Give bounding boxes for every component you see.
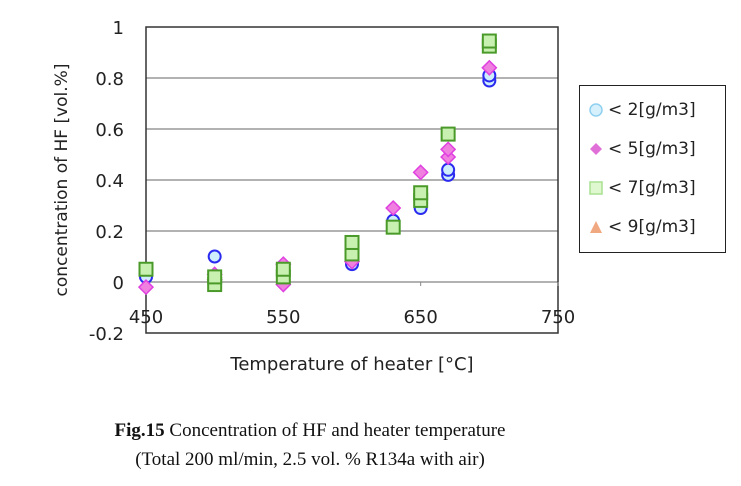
y-axis-label: concentration of HF [vol.%] bbox=[52, 64, 72, 297]
figure-caption: Fig.15 Concentration of HF and heater te… bbox=[0, 420, 620, 442]
y-tick-label: 0 bbox=[113, 273, 124, 294]
diamond-marker-icon bbox=[590, 143, 602, 155]
legend-item-lt9: < 9[g/m3] bbox=[588, 217, 696, 237]
legend-label: < 5[g/m3] bbox=[608, 139, 696, 159]
data-point-square bbox=[413, 185, 429, 201]
triangle-marker-icon bbox=[590, 221, 602, 233]
scatter-chart: -0.2 0 0.2 0.4 0.6 0.8 1 450 550 650 750 Temperatur… bbox=[52, 18, 575, 375]
figure-caption-line2: (Total 200 ml/min, 2.5 vol. % R134a with… bbox=[135, 449, 485, 470]
data-point-circle bbox=[207, 249, 222, 264]
data-point-diamond bbox=[481, 59, 498, 76]
legend-item-lt2: < 2[g/m3] bbox=[588, 100, 696, 120]
x-tick-label: 450 bbox=[129, 307, 163, 328]
data-point-diamond bbox=[385, 199, 402, 217]
x-tick-label: 750 bbox=[541, 307, 575, 328]
figure-label: Fig.15 bbox=[114, 420, 165, 441]
legend-label: < 2[g/m3] bbox=[608, 100, 696, 120]
figure-title: Concentration of HF and heater temperatu… bbox=[164, 420, 506, 441]
square-marker-icon bbox=[589, 181, 603, 195]
data-point-square bbox=[440, 126, 456, 142]
data-point-square bbox=[138, 261, 154, 277]
y-tick-label: -0.2 bbox=[89, 324, 124, 345]
plot-area bbox=[145, 26, 559, 334]
legend-item-lt7: < 7[g/m3] bbox=[588, 178, 696, 198]
data-point-square bbox=[385, 219, 401, 235]
x-axis-label: Temperature of heater [°C] bbox=[229, 354, 473, 375]
data-point-diamond bbox=[412, 164, 429, 181]
data-point-diamond bbox=[137, 279, 155, 296]
y-tick-label: 1 bbox=[113, 18, 124, 39]
data-point-circle bbox=[441, 162, 456, 177]
circle-marker-icon bbox=[589, 103, 603, 117]
x-tick-label: 550 bbox=[266, 307, 300, 328]
data-point-diamond bbox=[440, 141, 457, 158]
legend: < 2[g/m3] < 5[g/m3] < 7[g/m3] < 9[g/m3] bbox=[579, 85, 726, 253]
legend-item-lt5: < 5[g/m3] bbox=[588, 139, 696, 159]
data-point-square bbox=[481, 33, 497, 49]
y-tick-label: 0.2 bbox=[95, 222, 124, 243]
y-tick-label: 0.6 bbox=[95, 120, 124, 141]
y-tick-label: 0.4 bbox=[95, 171, 124, 192]
x-tick-label: 650 bbox=[403, 307, 437, 328]
data-point-square bbox=[275, 261, 291, 277]
y-tick-label: 0.8 bbox=[95, 69, 124, 90]
data-point-square bbox=[344, 234, 360, 250]
legend-label: < 9[g/m3] bbox=[608, 217, 696, 237]
legend-label: < 7[g/m3] bbox=[608, 178, 696, 198]
data-point-square bbox=[207, 269, 223, 285]
